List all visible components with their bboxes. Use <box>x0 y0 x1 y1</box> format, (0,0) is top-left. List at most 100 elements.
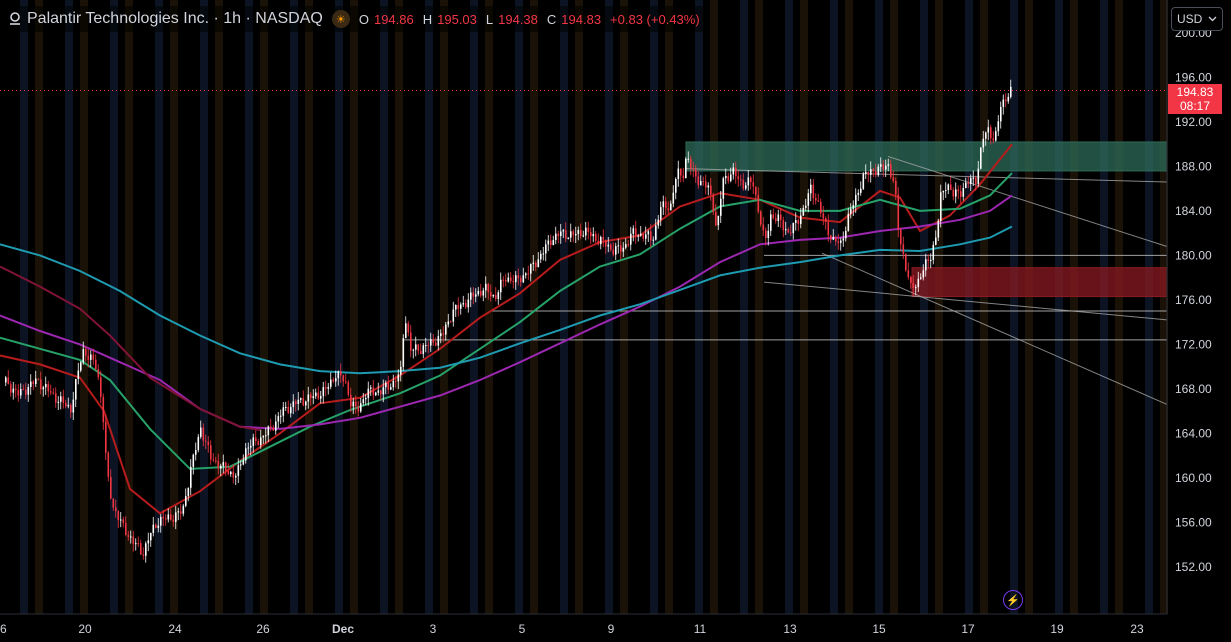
price-tick-label: 164.00 <box>1175 426 1212 440</box>
candle-body <box>150 532 152 541</box>
candle-body <box>5 377 7 383</box>
candle-body <box>312 396 315 399</box>
candle-body <box>597 240 600 245</box>
candle-body <box>90 354 92 360</box>
session-band <box>170 0 178 614</box>
candle-body <box>457 304 460 309</box>
close-value: 194.83 <box>561 11 602 27</box>
candle-body <box>812 184 815 198</box>
candle-body <box>500 279 502 293</box>
candle-body <box>652 239 655 241</box>
candle-body <box>692 168 695 170</box>
candle-body <box>505 280 507 282</box>
candle-body <box>405 323 407 339</box>
candle-body <box>712 194 715 212</box>
candle-body <box>705 181 707 188</box>
price-axis: 152.00 156.00 160.00 164.00 168.00 172.00 176.… <box>1166 0 1212 614</box>
candle-body <box>275 421 277 431</box>
candle-body <box>77 370 80 380</box>
session-band <box>845 0 853 614</box>
candle-body <box>302 398 305 406</box>
candle-body <box>877 166 880 176</box>
candle-body <box>202 427 205 441</box>
time-tick-label: Dec <box>332 622 354 636</box>
candle-body <box>32 381 35 385</box>
session-band <box>1160 0 1168 614</box>
candle-body <box>900 229 902 245</box>
candle-body <box>385 382 387 388</box>
candle-body <box>115 507 117 512</box>
session-band <box>20 0 28 614</box>
candle-body <box>540 253 542 260</box>
candle-body <box>230 471 232 475</box>
symbol-title[interactable]: Palantir Technologies Inc. · 1h · NASDAQ <box>27 10 323 27</box>
candle-body <box>835 236 837 242</box>
candle-body <box>582 235 585 237</box>
candle-body <box>305 401 307 406</box>
candle-body <box>145 543 147 556</box>
candle-body <box>695 169 697 177</box>
candle-body <box>957 189 960 192</box>
session-band <box>830 0 838 614</box>
candle-body <box>607 244 610 247</box>
candle-body <box>357 406 360 412</box>
candle-body <box>977 168 980 184</box>
candle-body <box>935 237 937 245</box>
candle-body <box>387 382 390 390</box>
candle-body <box>605 239 607 247</box>
candle-body <box>602 236 605 240</box>
candle-body <box>742 180 745 189</box>
candle-body <box>610 244 612 250</box>
candle-body <box>617 245 620 247</box>
candle-body <box>530 263 532 274</box>
candle-body <box>57 401 60 403</box>
open-value: 194.86 <box>373 11 414 27</box>
candle-body <box>212 459 215 461</box>
candle-body <box>120 519 122 521</box>
candle-body <box>940 192 942 221</box>
candle-body <box>832 236 835 240</box>
candle-body <box>825 218 827 223</box>
candle-body <box>375 392 377 396</box>
candle-body <box>757 194 760 212</box>
candle-body <box>95 359 97 369</box>
candle-body <box>345 381 347 383</box>
sun-session-icon[interactable]: ☀ <box>331 10 350 28</box>
candle-body <box>842 238 845 241</box>
candle-body <box>945 190 947 192</box>
trend-line <box>685 168 1168 183</box>
lightning-replay-icon[interactable]: ⚡ <box>1003 590 1023 610</box>
candle-body <box>225 462 227 472</box>
candle-body <box>625 244 627 248</box>
candle-body <box>207 441 210 446</box>
candle-body <box>987 127 990 133</box>
candle-body <box>400 366 402 375</box>
candle-body <box>850 208 852 214</box>
candle-body <box>512 280 515 283</box>
candle-body <box>555 233 557 241</box>
candle-body <box>817 200 820 202</box>
currency-select[interactable]: USD <box>1171 7 1223 31</box>
session-band <box>980 0 988 614</box>
price-zones <box>685 141 1168 298</box>
candle-body <box>470 292 472 300</box>
session-band <box>575 0 583 614</box>
candle-body <box>880 164 882 167</box>
session-band <box>395 0 403 614</box>
candle-body <box>882 164 885 170</box>
candle-body <box>577 230 580 235</box>
session-band <box>1010 0 1018 614</box>
session-band <box>785 0 793 614</box>
price-tick-label: 184.00 <box>1175 204 1212 218</box>
candle-body <box>892 177 895 181</box>
candle-body <box>410 332 412 351</box>
candle-body <box>465 303 467 308</box>
candle-body <box>380 390 382 395</box>
candle-body <box>650 231 652 241</box>
session-band <box>110 0 118 614</box>
candle-body <box>377 390 380 393</box>
candle-body <box>947 184 950 191</box>
candle-body <box>427 345 430 347</box>
candle-body <box>437 336 440 346</box>
